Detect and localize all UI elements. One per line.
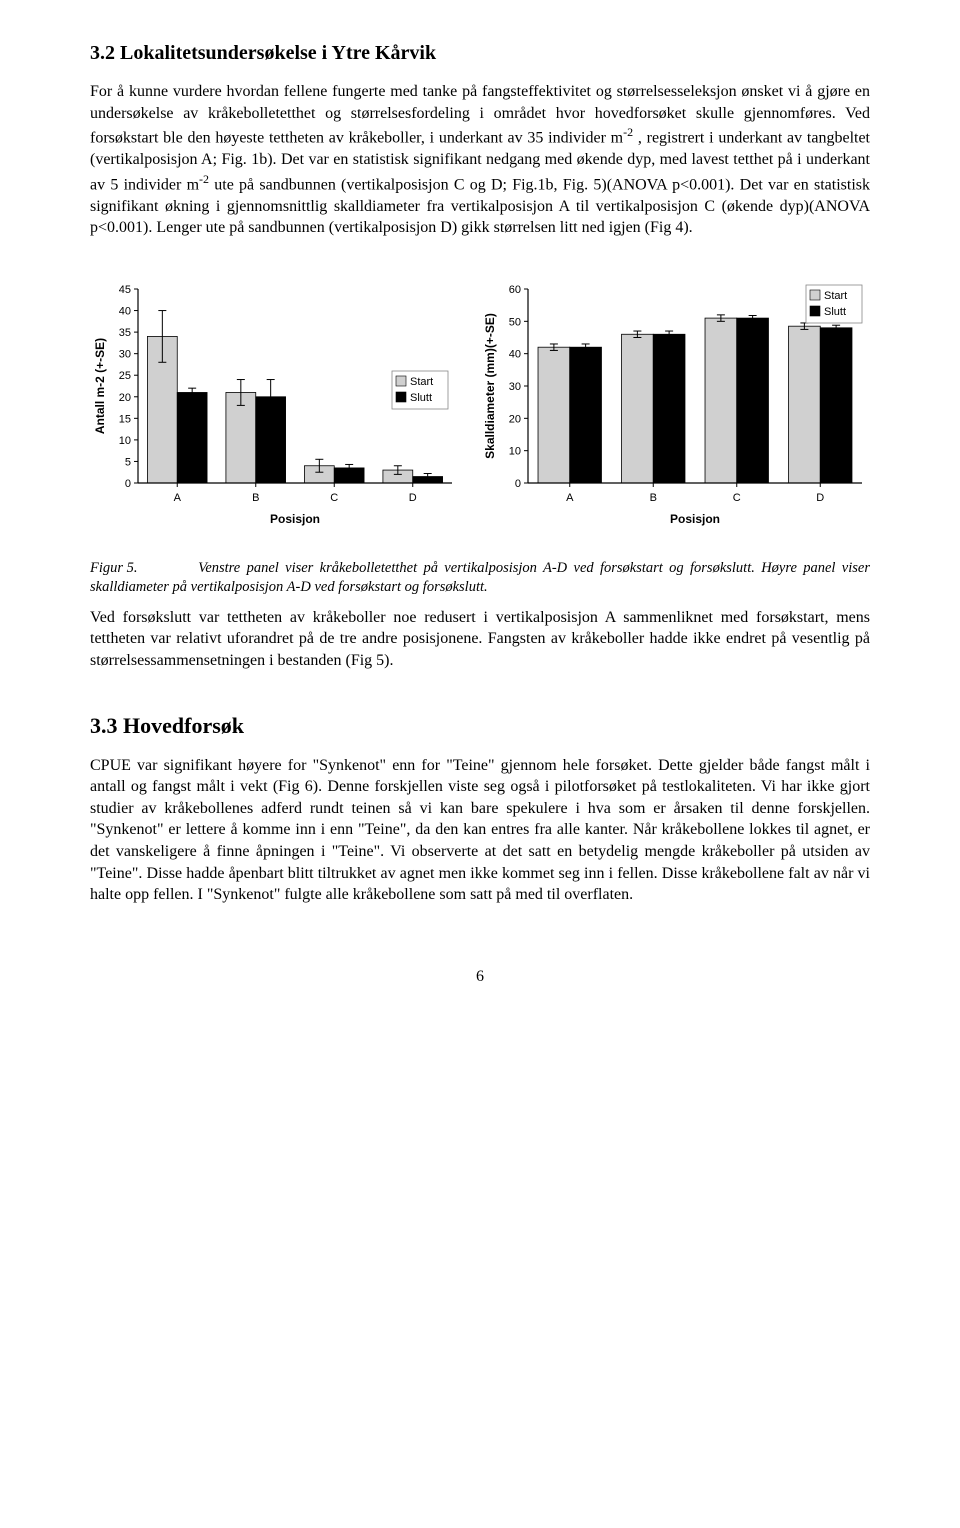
post-figure-5-paragraph: Ved forsøkslutt var tettheten av kråkebo…: [90, 607, 870, 672]
svg-text:B: B: [650, 492, 657, 504]
antall-bar-chart: 0 5 10 15 20 25 30 35 40 45 A B C D Antall m-2 (+-SE) P…: [90, 279, 460, 529]
svg-text:A: A: [174, 492, 182, 504]
svg-text:A: A: [566, 492, 574, 504]
section-3-3-body: CPUE var signifikant høyere for "Synkeno…: [90, 755, 870, 906]
figure-5-caption-text: Venstre panel viser kråkebolletetthet på…: [90, 560, 870, 595]
svg-text:60: 60: [509, 284, 521, 296]
section-3-2-heading: 3.2 Lokalitetsundersøkelse i Ytre Kårvik: [90, 40, 870, 67]
svg-text:Skalldiameter (mm)(+-SE): Skalldiameter (mm)(+-SE): [483, 313, 497, 459]
svg-text:C: C: [330, 492, 338, 504]
section-3-2-body: For å kunne vurdere hvordan fellene fung…: [90, 81, 870, 239]
svg-text:Antall m-2 (+-SE): Antall m-2 (+-SE): [93, 338, 107, 434]
svg-text:10: 10: [509, 445, 521, 457]
left-chart-panel: 0 5 10 15 20 25 30 35 40 45 A B C D Antall m-2 (+-SE) P…: [90, 279, 460, 529]
svg-text:50: 50: [509, 316, 521, 328]
svg-text:15: 15: [119, 413, 131, 425]
svg-text:35: 35: [119, 327, 131, 339]
svg-text:30: 30: [119, 348, 131, 360]
svg-text:D: D: [816, 492, 824, 504]
svg-text:5: 5: [125, 456, 131, 468]
svg-text:0: 0: [515, 478, 521, 490]
right-chart-panel: 0 10 20 30 40 50 60 A B C D Skalldiameter (mm)(+-SE…: [480, 279, 870, 529]
page-number: 6: [90, 966, 870, 988]
figure-5-label: Figur 5.: [90, 559, 160, 578]
figure-5-caption: Figur 5. Venstre panel viser kråkebollet…: [90, 559, 870, 597]
svg-text:30: 30: [509, 381, 521, 393]
svg-text:10: 10: [119, 435, 131, 447]
section-3-3-heading: 3.3 Hovedforsøk: [90, 711, 870, 741]
svg-text:D: D: [409, 492, 417, 504]
svg-text:Posisjon: Posisjon: [670, 512, 720, 526]
svg-text:Posisjon: Posisjon: [270, 512, 320, 526]
svg-text:20: 20: [509, 413, 521, 425]
svg-text:25: 25: [119, 370, 131, 382]
svg-text:Slutt: Slutt: [410, 392, 432, 404]
svg-text:B: B: [252, 492, 259, 504]
svg-text:Slutt: Slutt: [824, 306, 846, 318]
skalldiameter-bar-chart: 0 10 20 30 40 50 60 A B C D Skalldiameter (mm)(+-SE…: [480, 279, 870, 529]
svg-text:Start: Start: [824, 290, 847, 302]
svg-text:C: C: [733, 492, 741, 504]
svg-text:Start: Start: [410, 376, 433, 388]
svg-text:40: 40: [119, 305, 131, 317]
svg-text:45: 45: [119, 284, 131, 296]
svg-text:40: 40: [509, 348, 521, 360]
svg-text:20: 20: [119, 392, 131, 404]
svg-text:0: 0: [125, 478, 131, 490]
figure-5-charts: 0 5 10 15 20 25 30 35 40 45 A B C D Antall m-2 (+-SE) P…: [90, 279, 870, 529]
